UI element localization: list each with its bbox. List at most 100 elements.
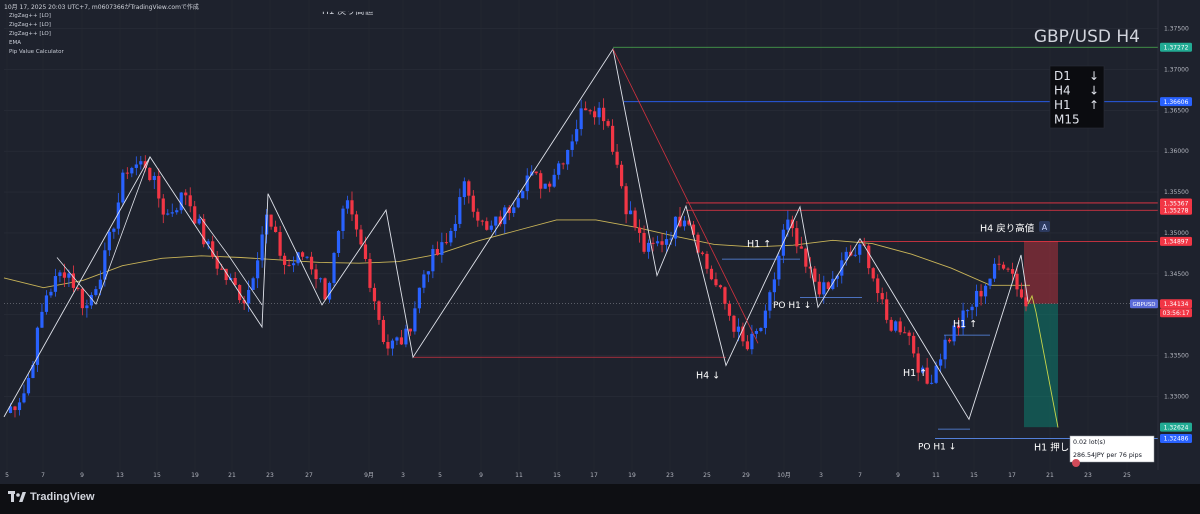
- candle-body: [350, 200, 354, 215]
- alert-marker[interactable]: [1039, 221, 1050, 232]
- candle-body: [727, 303, 732, 316]
- candle-body: [602, 107, 606, 122]
- candle-body: [390, 340, 395, 349]
- symbol-tag: [1130, 299, 1158, 309]
- price-tick-label: 1.35000: [1164, 230, 1189, 237]
- time-axis-label: 9: [479, 472, 483, 479]
- price-tick-label: 1.34500: [1164, 271, 1189, 278]
- candle-body: [745, 341, 750, 350]
- candle-body: [611, 125, 615, 152]
- candle-body: [291, 263, 296, 266]
- candle-body: [332, 252, 336, 283]
- candle-body: [345, 200, 350, 209]
- trend-panel-arrow: ↑: [1089, 98, 1099, 112]
- price-tick-label: 1.33500: [1164, 353, 1189, 360]
- price-level-tag-text: 1.36606: [1164, 99, 1189, 106]
- candle-body: [732, 315, 736, 332]
- candle-body: [705, 253, 709, 269]
- candle-body: [233, 277, 237, 286]
- time-axis-label: 25: [703, 472, 711, 479]
- candle-body: [930, 382, 934, 384]
- candle-body: [970, 306, 974, 311]
- candle-body: [723, 287, 727, 304]
- price-tick-label: 1.35500: [1164, 189, 1189, 196]
- time-axis-label: 10月: [777, 472, 791, 479]
- candle-body: [67, 273, 71, 278]
- candle-body: [835, 275, 839, 279]
- time-axis-label: 23: [266, 472, 274, 479]
- price-level-tag-text: 1.37272: [1164, 45, 1189, 52]
- candle-body: [768, 292, 772, 311]
- candle-body: [58, 272, 62, 277]
- candle-body: [256, 260, 260, 279]
- zigzag-line-secondary: [199, 216, 263, 306]
- candle-body: [660, 241, 664, 245]
- candle-body: [822, 282, 826, 295]
- candle-body: [206, 241, 210, 245]
- cut-off-annotation: H1 戻り高値: [322, 7, 374, 17]
- candle-body: [354, 214, 359, 230]
- time-axis-label: 23: [666, 472, 674, 479]
- time-axis-label: 11: [932, 472, 940, 479]
- candle-body: [557, 163, 561, 175]
- candle-body: [476, 211, 480, 221]
- candle-body: [498, 216, 502, 225]
- candle-body: [817, 281, 821, 295]
- symbol-title-group: GBP/USD H4: [1034, 27, 1140, 47]
- zigzag-line-secondary: [56, 156, 151, 305]
- candle-body: [741, 326, 745, 342]
- candle-body: [215, 256, 219, 269]
- candle-body: [552, 174, 556, 187]
- candle-body: [269, 214, 273, 227]
- trend-panel-timeframe: M15: [1054, 113, 1080, 127]
- pip-value-calculator-box: 0.02 lot(s) 286.54JPY per 76 pips: [1069, 435, 1155, 467]
- candle-body: [26, 377, 31, 394]
- candle-body: [525, 175, 529, 192]
- candle-body: [242, 300, 246, 304]
- candle-body: [202, 218, 206, 245]
- candle-body: [1015, 273, 1019, 290]
- time-axis-label: 25: [1123, 472, 1131, 479]
- time-axis-label: 13: [116, 472, 124, 479]
- candle-body: [507, 207, 511, 214]
- time-axis[interactable]: 5 7 9 13 15 19 21 23 27 9月 3 5 9 11 15 17 19 23 25 29 10月 3 7 9…: [5, 472, 1131, 479]
- candle-body: [458, 197, 462, 224]
- price-level-tag-text: 1.35367: [1164, 200, 1189, 207]
- indicator-zigzag-2[interactable]: ZigZag++ [LO]: [9, 22, 51, 28]
- candle-body: [948, 339, 952, 342]
- time-axis-label: 9: [80, 472, 84, 479]
- candle-body: [579, 108, 583, 130]
- candle-body: [368, 258, 372, 288]
- candle-body: [898, 321, 902, 333]
- calc-box-handle-icon[interactable]: [1072, 459, 1080, 467]
- candle-body: [341, 208, 345, 231]
- candle-body: [943, 339, 947, 360]
- candle-body: [880, 293, 884, 300]
- candle-body: [696, 234, 700, 253]
- h1-up-label: H1 ↑: [953, 319, 977, 330]
- candle-body: [139, 161, 143, 165]
- candle-body: [318, 278, 323, 280]
- indicator-ema[interactable]: EMA: [9, 40, 21, 46]
- candle-body: [220, 268, 224, 270]
- candle-body: [867, 245, 871, 269]
- candle-body: [480, 220, 484, 222]
- h4-down-label: H4 ↓: [696, 370, 720, 381]
- candle-body: [516, 198, 520, 208]
- candle-body: [94, 289, 98, 295]
- candle-body: [71, 273, 76, 288]
- trend-panel-timeframe: D1: [1054, 69, 1071, 83]
- candle-body: [561, 163, 565, 165]
- time-axis-label: 5: [5, 472, 9, 479]
- indicator-zigzag-3[interactable]: ZigZag++ [LO]: [9, 31, 51, 37]
- candle-body: [619, 164, 624, 187]
- candle-body: [916, 353, 920, 373]
- indicator-zigzag-1[interactable]: ZigZag++ [LO]: [9, 13, 51, 19]
- indicator-pip-value-calculator[interactable]: Pip Value Calculator: [9, 49, 64, 55]
- candle-body: [992, 263, 997, 279]
- price-axis[interactable]: 1.37500 1.37000 1.36500 1.36000 1.35500 1.350…: [1130, 0, 1200, 470]
- tradingview-logo[interactable]: TradingView: [8, 491, 95, 503]
- ema-line: [3, 219, 1030, 289]
- candle-body: [359, 229, 363, 245]
